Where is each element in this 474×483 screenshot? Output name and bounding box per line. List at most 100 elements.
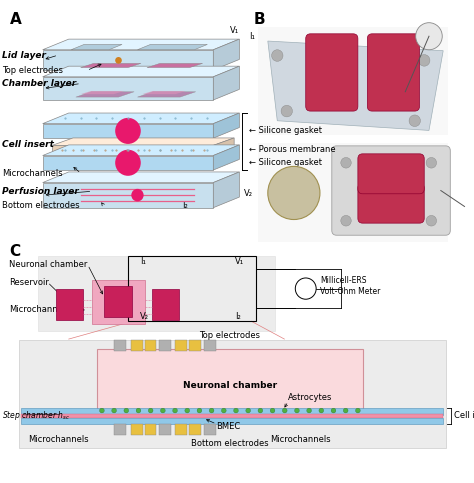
Bar xyxy=(175,340,187,351)
Polygon shape xyxy=(43,172,239,183)
FancyBboxPatch shape xyxy=(306,34,358,111)
Polygon shape xyxy=(76,92,134,97)
Text: Perfusion layer: Perfusion layer xyxy=(2,187,79,196)
FancyBboxPatch shape xyxy=(358,154,424,194)
Polygon shape xyxy=(43,113,239,124)
Circle shape xyxy=(161,408,165,413)
Bar xyxy=(204,424,216,435)
Bar xyxy=(21,418,443,424)
Circle shape xyxy=(131,189,144,201)
Polygon shape xyxy=(43,145,239,156)
Text: C: C xyxy=(9,244,20,259)
Circle shape xyxy=(115,150,141,176)
Circle shape xyxy=(268,166,320,219)
Text: V₁: V₁ xyxy=(235,257,244,266)
Text: BMEC: BMEC xyxy=(217,422,241,431)
Circle shape xyxy=(307,408,311,413)
Text: I₁: I₁ xyxy=(140,257,146,266)
Text: Microchannels: Microchannels xyxy=(270,435,331,444)
Polygon shape xyxy=(43,66,239,77)
Circle shape xyxy=(341,157,351,168)
Circle shape xyxy=(209,408,214,413)
Bar xyxy=(189,340,201,351)
Circle shape xyxy=(246,408,251,413)
Bar xyxy=(175,424,187,435)
Bar xyxy=(114,424,126,435)
Text: R: R xyxy=(303,284,309,293)
Text: Reservoir: Reservoir xyxy=(9,278,49,286)
Bar xyxy=(131,340,143,351)
Circle shape xyxy=(270,408,275,413)
Text: Bottom electrodes: Bottom electrodes xyxy=(191,440,269,448)
Circle shape xyxy=(258,408,263,413)
Circle shape xyxy=(416,23,442,50)
Polygon shape xyxy=(142,91,186,94)
Text: Step chamber $h_{sc}$: Step chamber $h_{sc}$ xyxy=(2,410,71,422)
Text: Millicell-ERS
Volt-Ohm Meter: Millicell-ERS Volt-Ohm Meter xyxy=(320,276,380,296)
Text: Top electrodes: Top electrodes xyxy=(200,331,260,340)
Bar xyxy=(104,286,132,317)
Polygon shape xyxy=(52,138,234,145)
Polygon shape xyxy=(43,183,213,208)
Polygon shape xyxy=(43,77,213,100)
Text: Astrocytes: Astrocytes xyxy=(288,393,333,402)
Bar xyxy=(159,424,171,435)
Polygon shape xyxy=(213,138,234,154)
Circle shape xyxy=(294,408,299,413)
Circle shape xyxy=(426,215,437,226)
Circle shape xyxy=(173,408,177,413)
Circle shape xyxy=(341,215,351,226)
Bar xyxy=(159,340,171,351)
Bar xyxy=(38,256,275,331)
Polygon shape xyxy=(147,63,203,68)
Polygon shape xyxy=(71,44,122,50)
Text: Top electrodes: Top electrodes xyxy=(2,66,64,75)
Polygon shape xyxy=(213,66,239,100)
Text: Bottom electrodes: Bottom electrodes xyxy=(2,201,80,210)
Text: V₂: V₂ xyxy=(244,189,253,198)
Bar xyxy=(114,340,126,351)
Text: Cell insert: Cell insert xyxy=(2,140,54,149)
Circle shape xyxy=(124,408,128,413)
Bar xyxy=(21,408,443,415)
Bar xyxy=(128,256,256,321)
Circle shape xyxy=(343,408,348,413)
Text: Cell insert: Cell insert xyxy=(454,412,474,420)
Text: I₂: I₂ xyxy=(235,312,240,321)
Circle shape xyxy=(295,278,316,299)
Polygon shape xyxy=(268,41,443,130)
Circle shape xyxy=(419,55,430,66)
Text: Microchannels: Microchannels xyxy=(2,169,63,178)
Circle shape xyxy=(409,115,420,127)
Circle shape xyxy=(185,408,190,413)
Polygon shape xyxy=(43,124,213,138)
Text: V₂: V₂ xyxy=(140,312,149,321)
FancyBboxPatch shape xyxy=(358,183,424,223)
Bar xyxy=(145,424,156,435)
Polygon shape xyxy=(213,145,239,170)
Circle shape xyxy=(221,408,226,413)
Circle shape xyxy=(115,118,141,144)
Circle shape xyxy=(115,57,122,64)
Text: I₂: I₂ xyxy=(182,201,188,210)
Bar xyxy=(131,424,143,435)
Bar xyxy=(19,340,446,448)
Bar xyxy=(97,349,363,414)
Polygon shape xyxy=(213,113,239,138)
Bar xyxy=(92,280,145,324)
Bar xyxy=(21,414,443,418)
Bar xyxy=(258,143,448,242)
Polygon shape xyxy=(137,92,196,97)
Text: Neuronal chamber: Neuronal chamber xyxy=(183,381,277,390)
FancyBboxPatch shape xyxy=(332,146,450,235)
Text: A: A xyxy=(9,12,21,27)
Polygon shape xyxy=(43,50,213,70)
Text: Lid layer: Lid layer xyxy=(2,51,46,59)
Polygon shape xyxy=(81,63,141,68)
Circle shape xyxy=(426,157,437,168)
Circle shape xyxy=(283,408,287,413)
Text: I₁: I₁ xyxy=(249,32,255,41)
Bar xyxy=(152,289,179,320)
Polygon shape xyxy=(52,145,213,154)
Bar xyxy=(56,289,83,320)
